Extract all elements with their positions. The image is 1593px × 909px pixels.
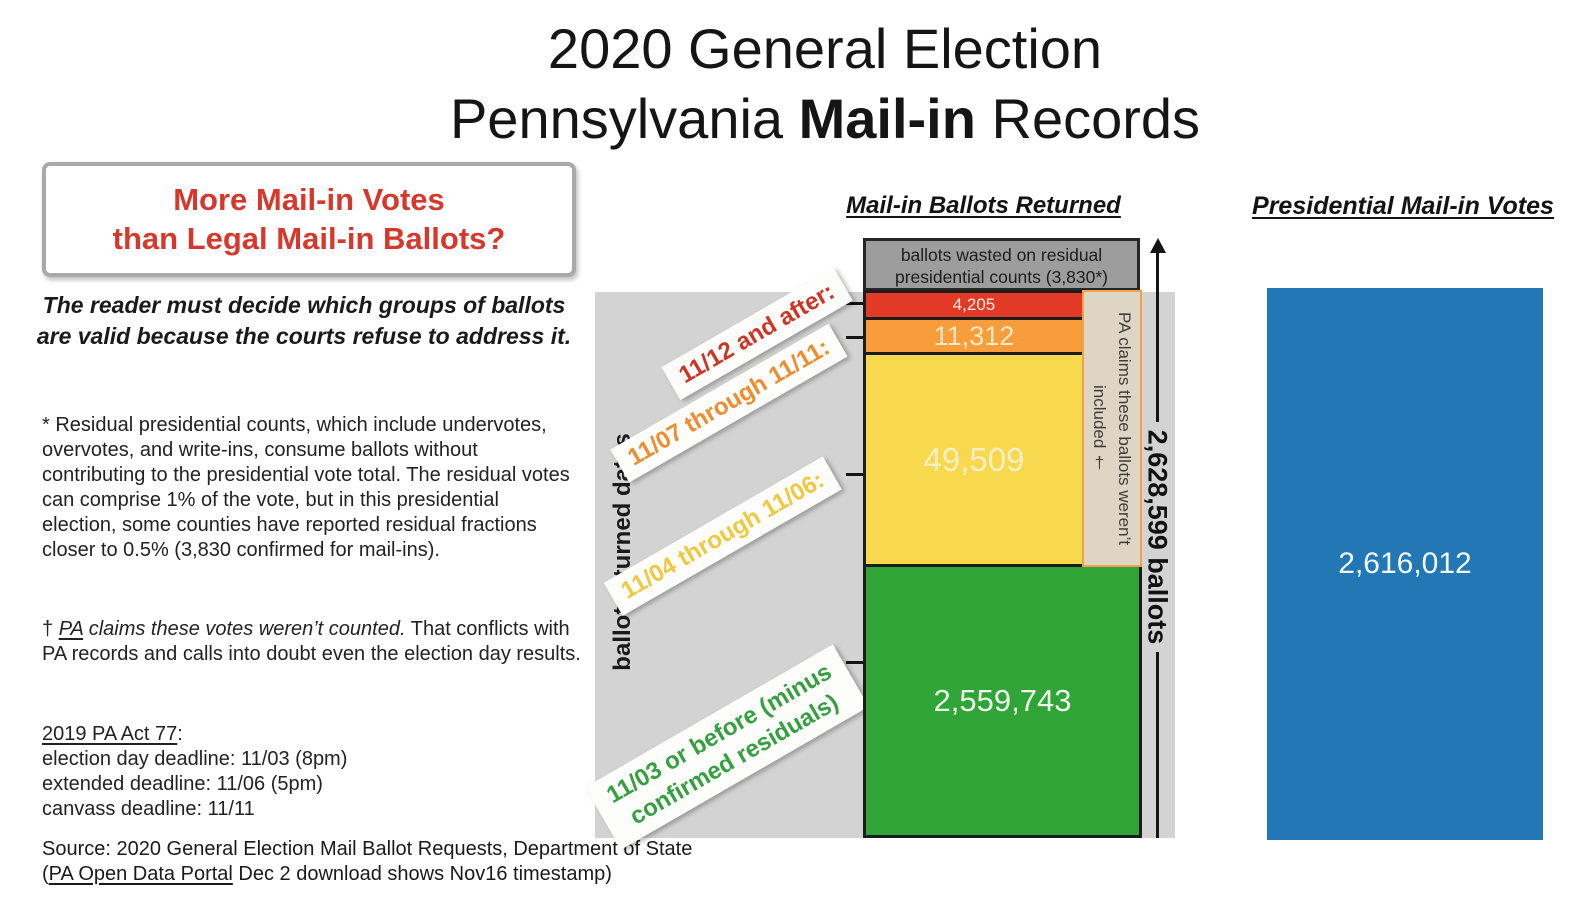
- bar-segment-red-value: 4,205: [952, 295, 996, 314]
- subheadline: The reader must decide which groups of b…: [36, 292, 572, 349]
- arrow-up-icon: [1149, 238, 1166, 253]
- bar-segment-yellow-value: 49,509: [923, 440, 1025, 478]
- pa-open-data-portal-link[interactable]: PA Open Data Portal: [48, 863, 233, 885]
- bar-presidential-votes: 2,616,012: [1267, 288, 1543, 840]
- act77-heading-text: 2019 PA Act 77: [42, 723, 178, 745]
- bar-presidential-votes-value: 2,616,012: [1338, 547, 1472, 580]
- chart-heading-ballots-returned: Mail-in Ballots Returned: [846, 192, 1121, 219]
- act77-colon: :: [177, 723, 183, 745]
- pa-claims-strip: PA claims these ballots weren’t included…: [1082, 290, 1142, 567]
- residual-footnote: * Residual presidential counts, which in…: [42, 414, 570, 561]
- pa-claims-strip-text: PA claims these ballots weren’t included…: [1090, 311, 1134, 546]
- dagger-rest-text: That conflicts with PA records and calls…: [42, 618, 581, 665]
- act77-line: election day deadline: 11/03 (8pm): [42, 748, 348, 770]
- title-line2: Pennsylvania Mail-in Records: [150, 84, 1500, 154]
- tick-mark: [846, 336, 864, 339]
- source-block: Source: 2020 General Election Mail Ballo…: [42, 837, 802, 887]
- bar-segment-green: 2,559,743: [863, 564, 1142, 838]
- headline-box: More Mail-in Votes than Legal Mail-in Ba…: [42, 162, 576, 277]
- page-title: 2020 General Election Pennsylvania Mail-…: [150, 14, 1500, 154]
- tick-mark: [846, 661, 864, 664]
- dagger-footnote: † PA claims these votes weren’t counted.…: [42, 617, 582, 667]
- act77-line: canvass deadline: 11/11: [42, 798, 255, 820]
- title-line2-suffix: Records: [975, 87, 1201, 150]
- title-line1: 2020 General Election: [547, 17, 1103, 80]
- arrow-line-bottom: [1156, 652, 1159, 838]
- chart-heading-presidential-votes: Presidential Mail-in Votes: [1252, 192, 1554, 220]
- arrow-line-top: [1156, 250, 1159, 422]
- source-paren: (: [42, 863, 49, 885]
- headline-line2: than Legal Mail-in Ballots?: [112, 221, 506, 256]
- wasted-ballots-box: ballots wasted on residual presidential …: [863, 238, 1140, 291]
- bar-segment-yellow: 49,509: [863, 352, 1085, 567]
- act77-heading: 2019 PA Act 77:: [42, 722, 562, 747]
- title-line2-bold: Mail-in: [798, 87, 976, 150]
- bar-segment-orange: 11,312: [863, 317, 1085, 355]
- total-ballots-label: 2,628,599 ballots: [1142, 429, 1173, 645]
- act77-block: 2019 PA Act 77: election day deadline: 1…: [42, 722, 562, 822]
- dagger-symbol: †: [42, 618, 59, 640]
- bar-segment-orange-value: 11,312: [933, 320, 1015, 351]
- source-line1: Source: 2020 General Election Mail Ballo…: [42, 838, 693, 860]
- act77-line: extended deadline: 11/06 (5pm): [42, 773, 323, 795]
- dagger-pa: PA: [58, 618, 84, 640]
- title-line2-prefix: Pennsylvania: [449, 87, 799, 150]
- source-line2: (PA Open Data Portal Dec 2 download show…: [42, 862, 802, 887]
- bar-segment-green-value: 2,559,743: [933, 683, 1072, 718]
- source-line2-rest: Dec 2 download shows Nov16 timestamp): [232, 863, 612, 885]
- tick-mark: [846, 473, 864, 476]
- dagger-italic-text: claims these votes weren’t counted.: [83, 618, 406, 640]
- bar-segment-red: 4,205: [863, 290, 1085, 320]
- tick-mark: [846, 302, 864, 305]
- stacked-bar-ballots-returned: 4,205 11,312 49,509 2,559,743 PA claims …: [863, 290, 1142, 838]
- headline-line1: More Mail-in Votes: [173, 182, 445, 217]
